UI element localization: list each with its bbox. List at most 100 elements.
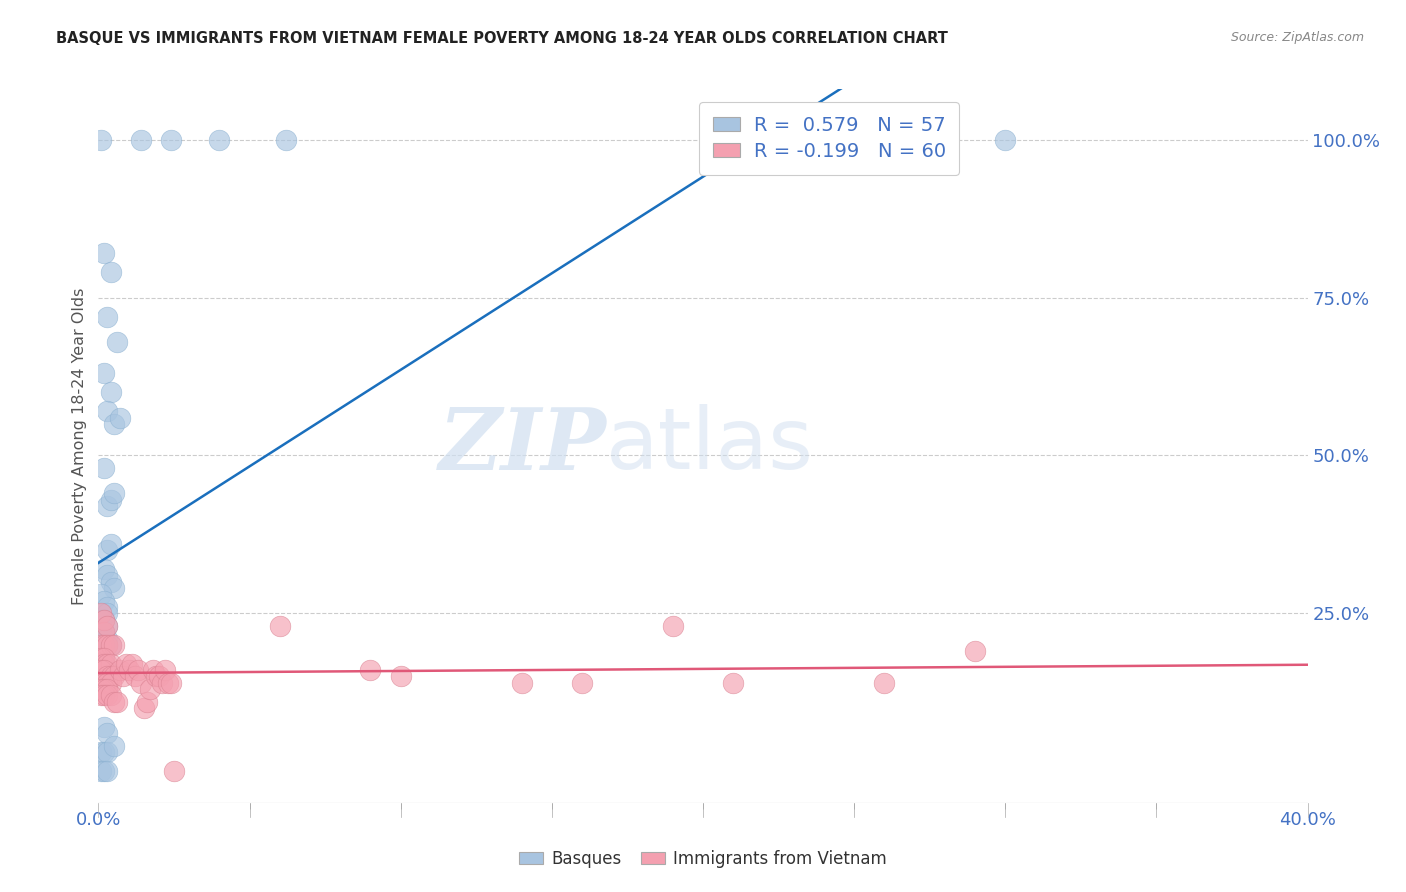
- Point: [105, 334, 128, 349]
- Point: [148, 669, 170, 683]
- Point: [90, 663, 112, 677]
- Point: [103, 695, 125, 709]
- Point: [103, 638, 125, 652]
- Point: [93, 613, 115, 627]
- Point: [100, 638, 122, 652]
- Point: [111, 669, 134, 683]
- Point: [96, 310, 118, 324]
- Point: [103, 669, 125, 683]
- Point: [571, 675, 593, 690]
- Point: [96, 543, 118, 558]
- Point: [90, 682, 112, 697]
- Point: [93, 675, 115, 690]
- Point: [142, 663, 165, 677]
- Point: [269, 619, 291, 633]
- Point: [93, 613, 115, 627]
- Point: [93, 657, 115, 671]
- Point: [96, 682, 118, 697]
- Point: [129, 133, 152, 147]
- Point: [156, 675, 179, 690]
- Point: [90, 133, 112, 147]
- Point: [90, 638, 112, 652]
- Point: [93, 720, 115, 734]
- Point: [96, 669, 118, 683]
- Point: [100, 638, 122, 652]
- Point: [132, 701, 155, 715]
- Point: [100, 537, 122, 551]
- Point: [90, 638, 112, 652]
- Point: [103, 739, 125, 753]
- Point: [96, 404, 118, 418]
- Point: [389, 669, 412, 683]
- Point: [96, 657, 118, 671]
- Point: [90, 663, 112, 677]
- Point: [96, 638, 118, 652]
- Point: [96, 568, 118, 582]
- Point: [93, 632, 115, 646]
- Point: [96, 638, 118, 652]
- Point: [93, 650, 115, 665]
- Point: [100, 675, 122, 690]
- Point: [360, 663, 382, 677]
- Legend: Basques, Immigrants from Vietnam: Basques, Immigrants from Vietnam: [513, 844, 893, 875]
- Point: [90, 682, 112, 697]
- Point: [124, 669, 146, 683]
- Point: [96, 632, 118, 646]
- Point: [129, 675, 152, 690]
- Y-axis label: Female Poverty Among 18-24 Year Olds: Female Poverty Among 18-24 Year Olds: [72, 287, 87, 605]
- Point: [873, 675, 896, 690]
- Point: [510, 675, 533, 690]
- Point: [93, 246, 115, 260]
- Point: [96, 675, 118, 690]
- Point: [93, 367, 115, 381]
- Point: [118, 663, 141, 677]
- Point: [208, 133, 231, 147]
- Point: [90, 607, 112, 621]
- Point: [100, 669, 122, 683]
- Point: [90, 587, 112, 601]
- Point: [93, 745, 115, 759]
- Point: [965, 644, 987, 658]
- Point: [114, 657, 136, 671]
- Point: [100, 492, 122, 507]
- Point: [96, 607, 118, 621]
- Point: [93, 663, 115, 677]
- Point: [145, 669, 167, 683]
- Point: [96, 764, 118, 779]
- Point: [96, 619, 118, 633]
- Point: [93, 657, 115, 671]
- Point: [139, 682, 162, 697]
- Point: [90, 745, 112, 759]
- Point: [108, 410, 131, 425]
- Point: [100, 385, 122, 400]
- Point: [135, 695, 157, 709]
- Point: [103, 486, 125, 500]
- Point: [93, 638, 115, 652]
- Point: [100, 574, 122, 589]
- Point: [90, 675, 112, 690]
- Point: [93, 663, 115, 677]
- Point: [121, 657, 143, 671]
- Point: [93, 689, 115, 703]
- Point: [93, 682, 115, 697]
- Point: [160, 133, 183, 147]
- Point: [96, 745, 118, 759]
- Point: [93, 562, 115, 576]
- Point: [108, 663, 131, 677]
- Text: BASQUE VS IMMIGRANTS FROM VIETNAM FEMALE POVERTY AMONG 18-24 YEAR OLDS CORRELATI: BASQUE VS IMMIGRANTS FROM VIETNAM FEMALE…: [56, 31, 948, 46]
- Point: [105, 695, 128, 709]
- Point: [100, 265, 122, 279]
- Point: [93, 625, 115, 640]
- Point: [662, 619, 685, 633]
- Point: [90, 650, 112, 665]
- Point: [93, 682, 115, 697]
- Point: [153, 663, 176, 677]
- Point: [96, 689, 118, 703]
- Point: [90, 625, 112, 640]
- Point: [93, 764, 115, 779]
- Point: [96, 600, 118, 615]
- Legend: R =  0.579   N = 57, R = -0.199   N = 60: R = 0.579 N = 57, R = -0.199 N = 60: [699, 103, 959, 175]
- Text: atlas: atlas: [606, 404, 814, 488]
- Point: [100, 657, 122, 671]
- Text: Source: ZipAtlas.com: Source: ZipAtlas.com: [1230, 31, 1364, 45]
